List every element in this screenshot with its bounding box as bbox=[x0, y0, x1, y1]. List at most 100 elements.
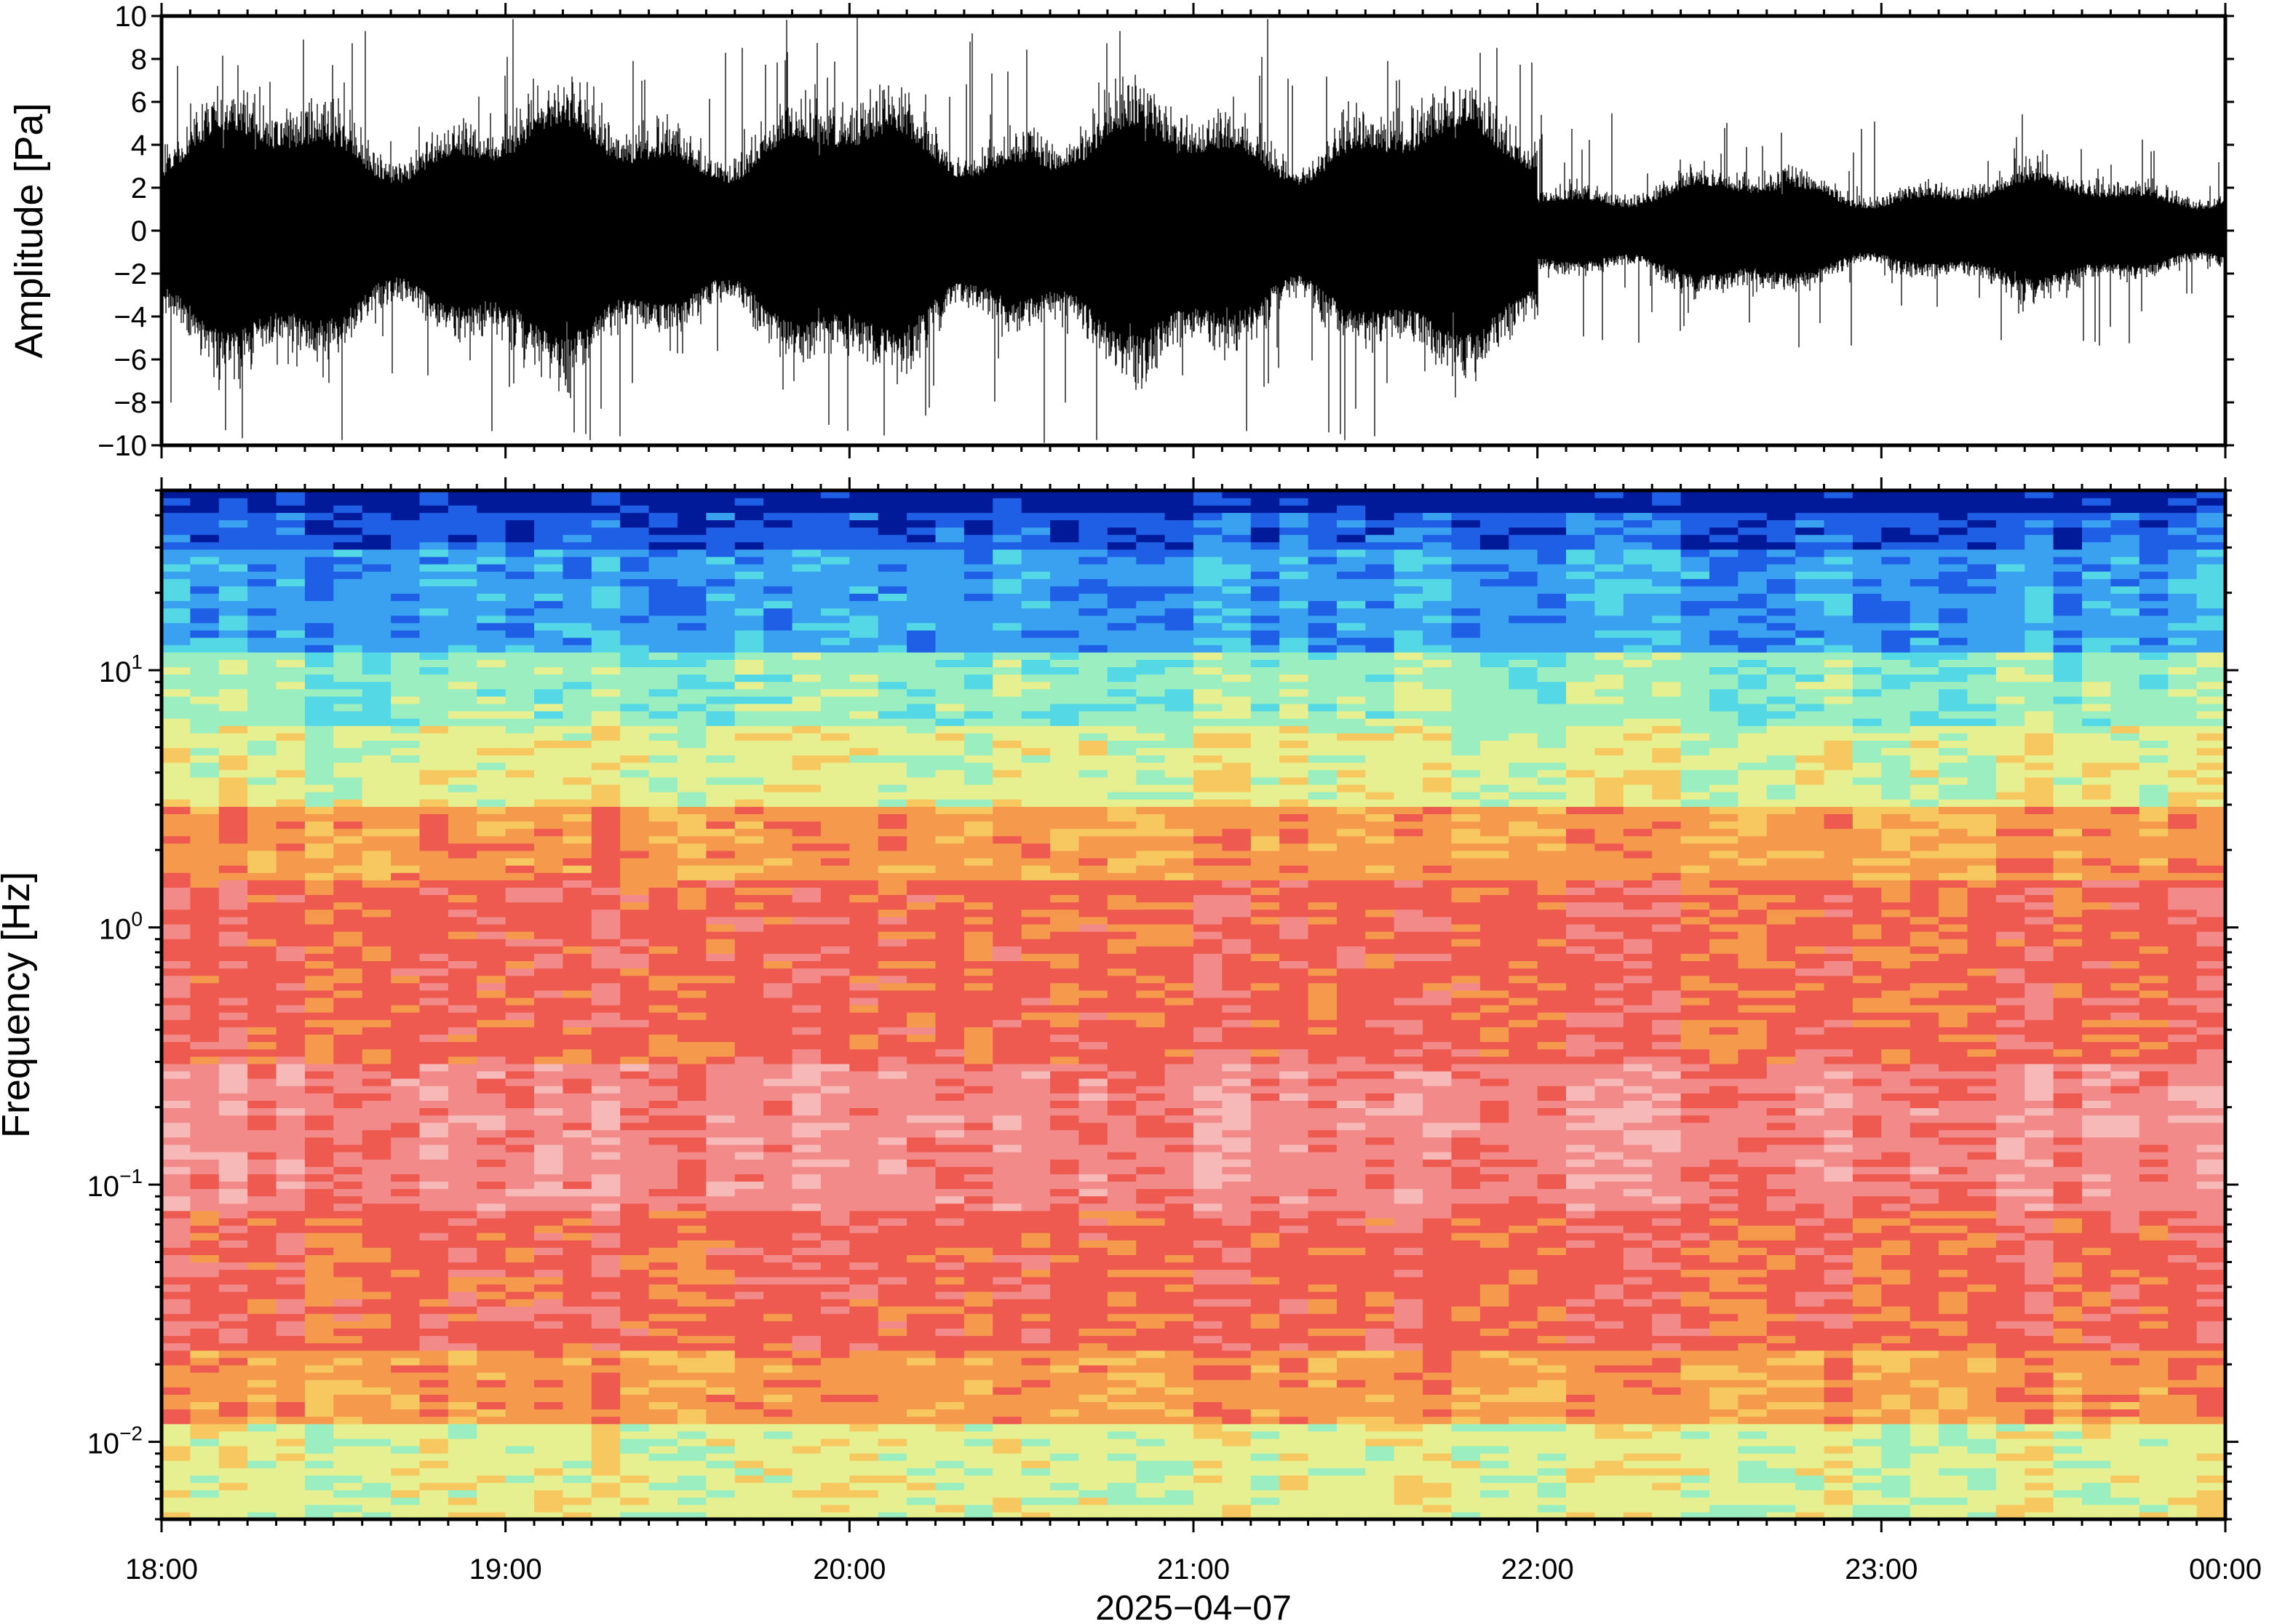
spectrogram-cell bbox=[563, 681, 592, 690]
spectrogram-cell bbox=[218, 960, 248, 969]
spectrogram-cell bbox=[591, 1122, 621, 1131]
spectrogram-cell bbox=[304, 946, 334, 954]
spectrogram-cell bbox=[1021, 1070, 1051, 1079]
spectrogram-cell bbox=[162, 1210, 191, 1219]
spectrogram-cell bbox=[792, 1056, 822, 1064]
spectrogram-cell bbox=[792, 1188, 822, 1197]
spectrogram-cell bbox=[391, 880, 421, 888]
spectrogram-cell bbox=[247, 887, 277, 896]
spectrogram-cell bbox=[763, 806, 793, 814]
spectrogram-cell bbox=[734, 534, 764, 543]
spectrogram-cell bbox=[218, 629, 248, 638]
spectrogram-cell bbox=[763, 1188, 793, 1197]
spectrogram-cell bbox=[1136, 1511, 1166, 1519]
spectrogram-cell bbox=[477, 1416, 506, 1425]
spectrogram-cell bbox=[734, 880, 764, 888]
spectrogram-cell bbox=[477, 1144, 506, 1153]
spectrogram-cell bbox=[620, 718, 650, 726]
spectrogram-cell bbox=[1021, 880, 1051, 888]
spectrogram-cell bbox=[648, 1240, 678, 1248]
spectrogram-cell bbox=[276, 762, 306, 771]
spectrogram-cell bbox=[1107, 872, 1137, 880]
spectrogram-cell bbox=[963, 1489, 993, 1498]
spectrogram-cell bbox=[276, 1063, 306, 1072]
spectrogram-cell bbox=[820, 909, 850, 918]
spectrogram-cell bbox=[362, 1511, 392, 1519]
spectrogram-cell bbox=[648, 968, 678, 976]
spectrogram-cell bbox=[792, 821, 822, 829]
spectrogram-cell bbox=[1050, 1027, 1080, 1035]
spectrogram-cell bbox=[907, 1093, 937, 1101]
spectrogram-cell bbox=[247, 916, 277, 925]
spectrogram-cell bbox=[362, 1335, 392, 1344]
spectrogram-cell bbox=[247, 1093, 277, 1101]
spectrogram-cell bbox=[333, 1188, 363, 1197]
spectrogram-cell bbox=[763, 1225, 793, 1233]
spectrogram-cell bbox=[963, 652, 993, 660]
spectrogram-cell bbox=[1136, 1181, 1166, 1190]
spectrogram-cell bbox=[448, 901, 477, 910]
spectrogram-cell bbox=[391, 659, 421, 667]
spectrogram-cell bbox=[419, 909, 449, 918]
spectrogram-cell bbox=[907, 637, 937, 645]
spectrogram-cell bbox=[820, 916, 850, 925]
spectrogram-cell bbox=[907, 1122, 937, 1131]
spectrogram-cell bbox=[477, 939, 506, 947]
spectrogram-cell bbox=[362, 1291, 392, 1299]
spectrogram-cell bbox=[878, 608, 907, 616]
spectrogram-cell bbox=[362, 586, 392, 594]
spectrogram-cell bbox=[820, 1041, 850, 1050]
spectrogram-cell bbox=[1021, 725, 1051, 733]
spectrogram-cell bbox=[935, 527, 965, 536]
spectrogram-cell bbox=[763, 733, 793, 741]
spectrogram-cell bbox=[1107, 813, 1137, 822]
spectrogram-cell bbox=[648, 982, 678, 991]
spectrogram-cell bbox=[304, 887, 334, 896]
spectrogram-cell bbox=[734, 828, 764, 837]
spectrogram-cell bbox=[935, 1078, 965, 1086]
spectrogram-cell bbox=[878, 1328, 907, 1337]
spectrogram-cell bbox=[1107, 1247, 1137, 1255]
spectrogram-cell bbox=[878, 1174, 907, 1182]
spectrogram-cell bbox=[878, 813, 907, 822]
spectrogram-cell bbox=[763, 821, 793, 829]
spectrogram-cell bbox=[677, 703, 707, 712]
spectrogram-cell bbox=[218, 1063, 248, 1072]
spectrogram-cell bbox=[734, 1372, 764, 1380]
spectrogram-cell bbox=[993, 850, 1022, 859]
spectrogram-cell bbox=[218, 953, 248, 961]
spectrogram-cell bbox=[648, 1342, 678, 1351]
spectrogram-cell bbox=[419, 681, 449, 690]
spectrogram-cell bbox=[591, 1342, 621, 1351]
waveform-y-tick-label: −10 bbox=[98, 430, 147, 462]
spectrogram-cell bbox=[190, 1453, 220, 1461]
spectrogram-cell bbox=[591, 923, 621, 932]
spectrogram-cell bbox=[878, 593, 907, 602]
spectrogram-cell bbox=[706, 990, 736, 998]
spectrogram-cell bbox=[534, 1460, 564, 1468]
spectrogram-cell bbox=[1107, 1217, 1137, 1226]
spectrogram-cell bbox=[505, 1306, 535, 1314]
spectrogram-cell bbox=[333, 1122, 363, 1131]
spectrogram-cell bbox=[505, 1438, 535, 1446]
spectrogram-cell bbox=[1107, 659, 1137, 667]
spectrogram-cell bbox=[477, 880, 506, 888]
spectrogram-cell bbox=[333, 1181, 363, 1190]
spectrogram-cell bbox=[247, 1181, 277, 1190]
spectrogram-cell bbox=[333, 1086, 363, 1094]
spectrogram-cell bbox=[391, 520, 421, 528]
spectrogram-cell bbox=[792, 894, 822, 903]
spectrogram-cell bbox=[820, 520, 850, 528]
spectrogram-cell bbox=[1021, 1489, 1051, 1498]
spectrogram-cell bbox=[935, 645, 965, 653]
spectrogram-cell bbox=[620, 733, 650, 741]
spectrogram-cell bbox=[247, 755, 277, 763]
spectrogram-cell bbox=[448, 769, 477, 778]
spectrogram-cell bbox=[448, 1276, 477, 1285]
spectrogram-cell bbox=[734, 909, 764, 918]
spectrogram-cell bbox=[648, 520, 678, 528]
spectrogram-cell bbox=[247, 527, 277, 536]
spectrogram-cell bbox=[963, 1372, 993, 1380]
spectrogram-cell bbox=[162, 1350, 191, 1358]
spectrogram-cell bbox=[505, 571, 535, 579]
